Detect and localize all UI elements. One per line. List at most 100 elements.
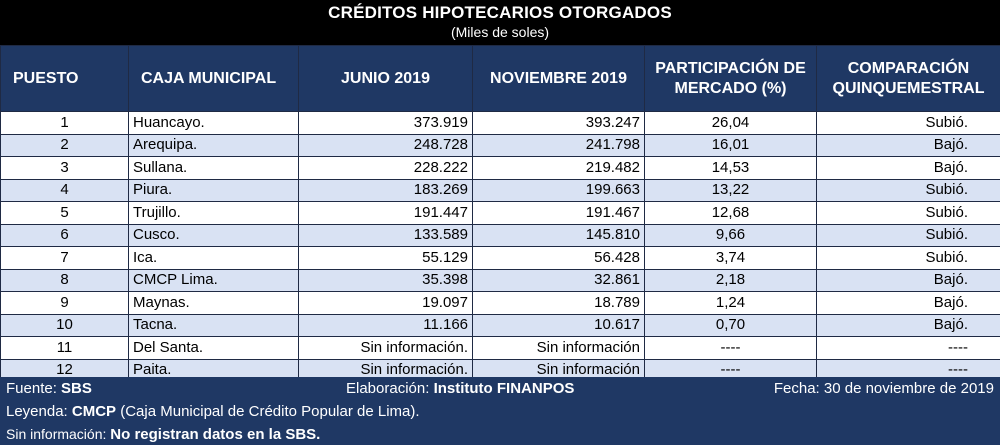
- cell-june: 228.222: [299, 157, 473, 180]
- cell-rank: 4: [1, 179, 129, 202]
- cell-market-share: 13,22: [645, 179, 817, 202]
- header-market-share-line2: MERCADO (%): [675, 80, 787, 97]
- cell-june: 183.269: [299, 179, 473, 202]
- cell-june: 35.398: [299, 269, 473, 292]
- date-note: Fecha: 30 de noviembre de 2019: [774, 378, 994, 400]
- cell-rank: 8: [1, 269, 129, 292]
- cell-november: 241.798: [473, 134, 645, 157]
- cell-market-share: 1,24: [645, 292, 817, 315]
- cell-november: 199.663: [473, 179, 645, 202]
- legend-text: (Caja Municipal de Crédito Popular de Li…: [116, 403, 419, 420]
- cell-market-share: 16,01: [645, 134, 817, 157]
- cell-comparison: Subió.: [817, 247, 1000, 270]
- footer-notes: Fuente: SBS Elaboración: Instituto FINAN…: [0, 377, 1000, 445]
- no-info-text: No registran datos en la SBS.: [110, 426, 320, 443]
- cell-november: 145.810: [473, 224, 645, 247]
- cell-market-share: 2,18: [645, 269, 817, 292]
- cell-june: 55.129: [299, 247, 473, 270]
- cell-comparison: ----: [817, 337, 1000, 360]
- cell-comparison: Subió.: [817, 202, 1000, 225]
- cell-entity: Trujillo.: [129, 202, 299, 225]
- cell-entity: Ica.: [129, 247, 299, 270]
- cell-comparison: Bajó.: [817, 269, 1000, 292]
- cell-market-share: 3,74: [645, 247, 817, 270]
- no-info-label: Sin información:: [6, 426, 110, 442]
- table-header-row: PUESTO CAJA MUNICIPAL JUNIO 2019 NOVIEMB…: [1, 46, 1000, 112]
- footer-row-1: Fuente: SBS Elaboración: Instituto FINAN…: [6, 378, 994, 400]
- cell-november: 219.482: [473, 157, 645, 180]
- header-comparison-line2: QUINQUEMESTRAL: [833, 80, 985, 97]
- cell-entity: Piura.: [129, 179, 299, 202]
- cell-comparison: Subió.: [817, 112, 1000, 135]
- header-june: JUNIO 2019: [299, 46, 473, 112]
- cell-november: 56.428: [473, 247, 645, 270]
- source-value: SBS: [61, 380, 92, 397]
- cell-entity: Huancayo.: [129, 112, 299, 135]
- header-comparison: COMPARACIÓN QUINQUEMESTRAL: [817, 46, 1000, 112]
- author-label: Elaboración:: [346, 380, 434, 397]
- cell-november: 32.861: [473, 269, 645, 292]
- header-market-share: PARTICIPACIÓN DE MERCADO (%): [645, 46, 817, 112]
- header-november: NOVIEMBRE 2019: [473, 46, 645, 112]
- cell-june: 11.166: [299, 314, 473, 337]
- cell-entity: CMCP Lima.: [129, 269, 299, 292]
- cell-comparison: Subió.: [817, 224, 1000, 247]
- cell-comparison: Bajó.: [817, 134, 1000, 157]
- cell-rank: 1: [1, 112, 129, 135]
- legend-abbr: CMCP: [72, 403, 116, 420]
- cell-june: 373.919: [299, 112, 473, 135]
- credits-table: PUESTO CAJA MUNICIPAL JUNIO 2019 NOVIEMB…: [0, 45, 1000, 382]
- cell-rank: 7: [1, 247, 129, 270]
- cell-market-share: ----: [645, 337, 817, 360]
- cell-entity: Tacna.: [129, 314, 299, 337]
- legend-note: Leyenda: CMCP (Caja Municipal de Crédito…: [6, 401, 994, 423]
- cell-rank: 3: [1, 157, 129, 180]
- cell-market-share: 14,53: [645, 157, 817, 180]
- author-value: Instituto FINANPOS: [434, 380, 575, 397]
- legend-label: Leyenda:: [6, 403, 72, 420]
- cell-november: 393.247: [473, 112, 645, 135]
- cell-rank: 6: [1, 224, 129, 247]
- cell-june: 248.728: [299, 134, 473, 157]
- author-note: Elaboración: Instituto FINANPOS: [346, 378, 574, 400]
- cell-november: 191.467: [473, 202, 645, 225]
- header-entity: CAJA MUNICIPAL: [129, 46, 299, 112]
- cell-entity: Cusco.: [129, 224, 299, 247]
- cell-june: 133.589: [299, 224, 473, 247]
- source-note: Fuente: SBS: [6, 380, 92, 397]
- cell-rank: 9: [1, 292, 129, 315]
- cell-market-share: 9,66: [645, 224, 817, 247]
- cell-market-share: 26,04: [645, 112, 817, 135]
- no-info-note: Sin información: No registran datos en l…: [6, 423, 994, 445]
- cell-market-share: 12,68: [645, 202, 817, 225]
- cell-rank: 5: [1, 202, 129, 225]
- cell-market-share: 0,70: [645, 314, 817, 337]
- cell-rank: 11: [1, 337, 129, 360]
- cell-comparison: Bajó.: [817, 157, 1000, 180]
- cell-june: 191.447: [299, 202, 473, 225]
- cell-november: 10.617: [473, 314, 645, 337]
- cell-entity: Sullana.: [129, 157, 299, 180]
- cell-entity: Del Santa.: [129, 337, 299, 360]
- table-title: CRÉDITOS HIPOTECARIOS OTORGADOS: [0, 3, 1000, 23]
- table-subtitle: (Miles de soles): [0, 24, 1000, 40]
- cell-entity: Maynas.: [129, 292, 299, 315]
- header-market-share-line1: PARTICIPACIÓN DE: [655, 60, 806, 77]
- source-label: Fuente:: [6, 380, 61, 397]
- header-comparison-line1: COMPARACIÓN: [848, 60, 969, 77]
- cell-comparison: Subió.: [817, 179, 1000, 202]
- cell-comparison: Bajó.: [817, 314, 1000, 337]
- cell-june: Sin información.: [299, 337, 473, 360]
- cell-rank: 10: [1, 314, 129, 337]
- cell-june: 19.097: [299, 292, 473, 315]
